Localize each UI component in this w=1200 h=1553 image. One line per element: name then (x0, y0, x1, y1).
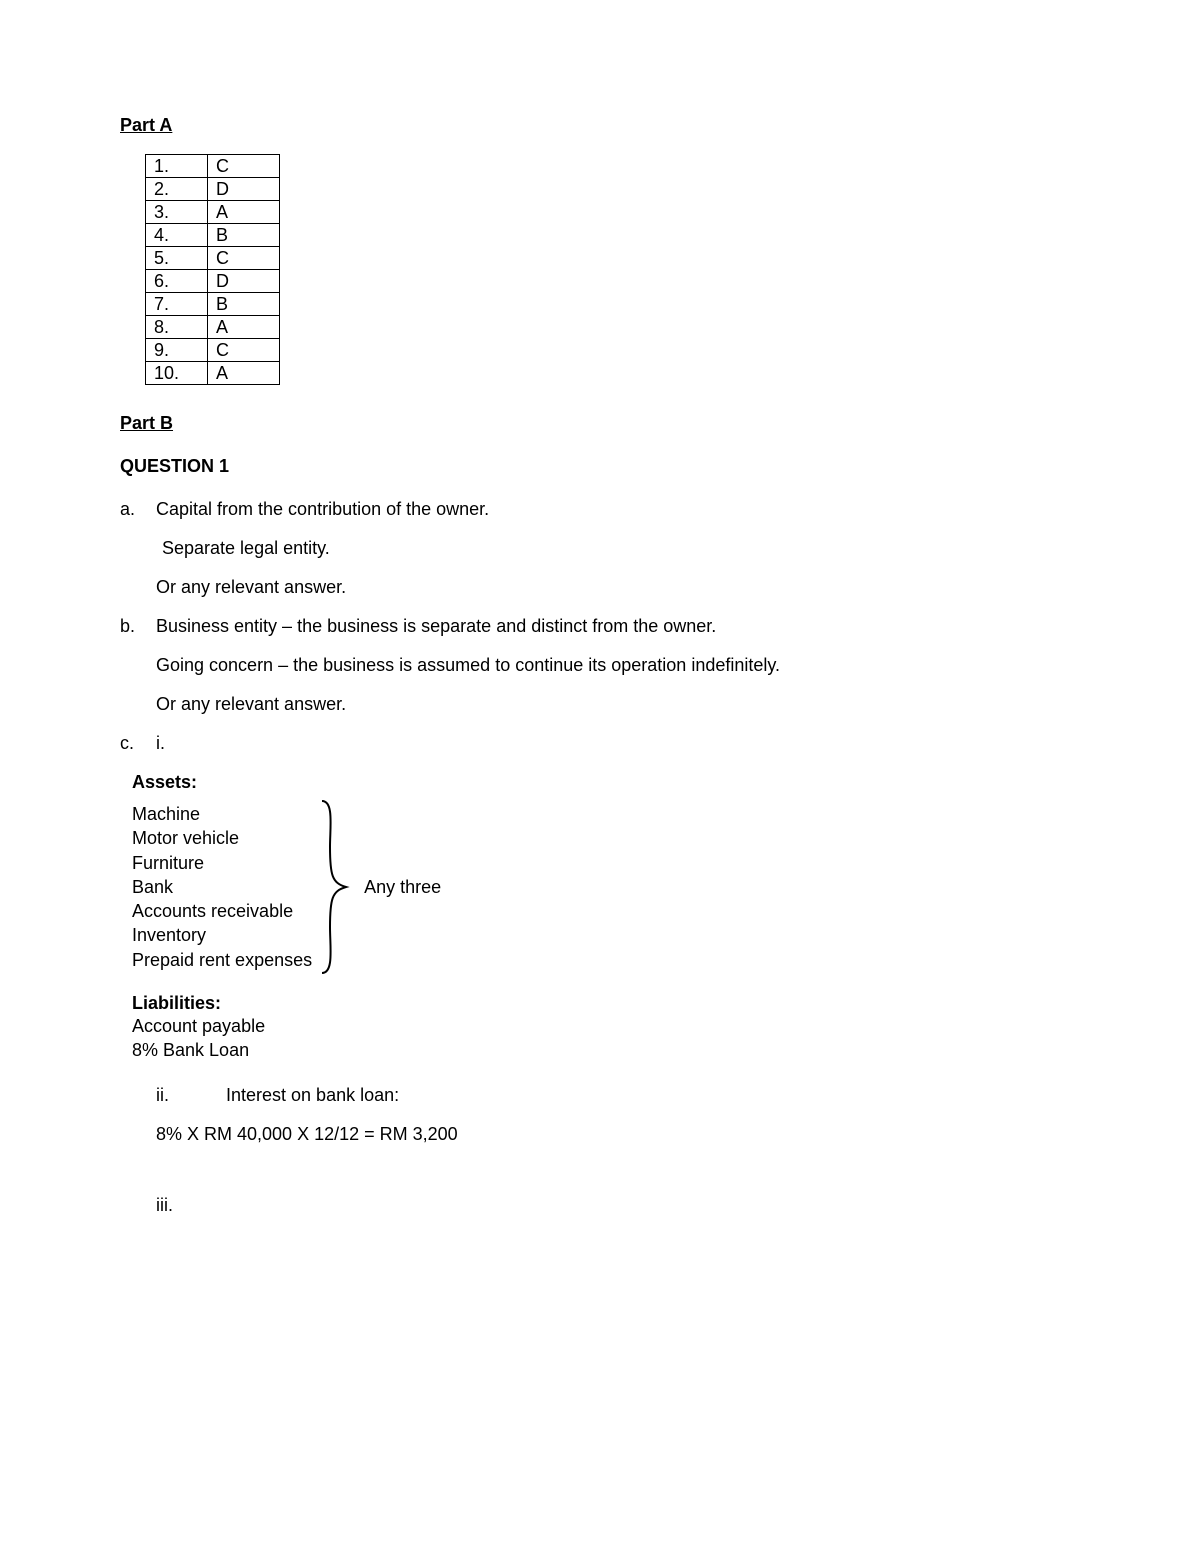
asset-item: Furniture (132, 851, 312, 875)
item-b-text: Business entity – the business is separa… (156, 616, 1080, 637)
row-num: 7. (146, 293, 208, 316)
row-num: 5. (146, 247, 208, 270)
row-ans: C (208, 339, 280, 362)
item-c-iii: iii. (156, 1195, 1080, 1216)
item-b-line3: Or any relevant answer. (156, 694, 1080, 715)
table-row: 5.C (146, 247, 280, 270)
asset-item: Prepaid rent expenses (132, 948, 312, 972)
table-row: 1.C (146, 155, 280, 178)
item-a-label: a. (120, 499, 156, 520)
any-three-label: Any three (364, 877, 441, 898)
part-a-table-body: 1.C 2.D 3.A 4.B 5.C 6.D 7.B 8.A 9.C 10.A (146, 155, 280, 385)
row-ans: A (208, 362, 280, 385)
row-num: 3. (146, 201, 208, 224)
row-num: 1. (146, 155, 208, 178)
part-a-answer-table: 1.C 2.D 3.A 4.B 5.C 6.D 7.B 8.A 9.C 10.A (145, 154, 280, 385)
part-a-heading: Part A (120, 115, 1080, 136)
item-c-ii-label: ii. (156, 1085, 226, 1106)
document-page: Part A 1.C 2.D 3.A 4.B 5.C 6.D 7.B 8.A 9… (0, 0, 1200, 1553)
interest-calculation: 8% X RM 40,000 X 12/12 = RM 3,200 (156, 1124, 1080, 1145)
row-ans: A (208, 201, 280, 224)
item-c-iii-label: iii. (156, 1195, 226, 1216)
assets-list: Machine Motor vehicle Furniture Bank Acc… (132, 802, 312, 972)
table-row: 9.C (146, 339, 280, 362)
item-c-label: c. (120, 733, 156, 754)
row-ans: B (208, 224, 280, 247)
row-num: 6. (146, 270, 208, 293)
item-a-text: Capital from the contribution of the own… (156, 499, 1080, 520)
row-ans: D (208, 178, 280, 201)
asset-item: Machine (132, 802, 312, 826)
table-row: 2.D (146, 178, 280, 201)
item-b: b. Business entity – the business is sep… (120, 616, 1080, 637)
row-ans: C (208, 247, 280, 270)
item-c: c. i. (120, 733, 1080, 754)
item-a: a. Capital from the contribution of the … (120, 499, 1080, 520)
row-num: 9. (146, 339, 208, 362)
curly-brace-icon (316, 797, 350, 977)
row-num: 8. (146, 316, 208, 339)
asset-item: Bank (132, 875, 312, 899)
item-b-label: b. (120, 616, 156, 637)
row-ans: A (208, 316, 280, 339)
item-a-line2: Separate legal entity. (162, 538, 1080, 559)
table-row: 6.D (146, 270, 280, 293)
table-row: 7.B (146, 293, 280, 316)
liabilities-list: Account payable 8% Bank Loan (132, 1014, 1080, 1063)
row-ans: C (208, 155, 280, 178)
item-b-line2: Going concern – the business is assumed … (156, 655, 1080, 676)
item-a-line3: Or any relevant answer. (156, 577, 1080, 598)
table-row: 10.A (146, 362, 280, 385)
asset-item: Accounts receivable (132, 899, 312, 923)
asset-item: Motor vehicle (132, 826, 312, 850)
row-ans: B (208, 293, 280, 316)
row-ans: D (208, 270, 280, 293)
row-num: 10. (146, 362, 208, 385)
liabilities-heading: Liabilities: (132, 993, 1080, 1014)
table-row: 3.A (146, 201, 280, 224)
question-1-heading: QUESTION 1 (120, 456, 1080, 477)
assets-heading: Assets: (132, 772, 1080, 793)
table-row: 4.B (146, 224, 280, 247)
row-num: 2. (146, 178, 208, 201)
item-c-i-label: i. (156, 733, 1080, 754)
liability-item: Account payable (132, 1014, 1080, 1038)
item-c-ii-text: Interest on bank loan: (226, 1085, 399, 1106)
liabilities-block: Liabilities: Account payable 8% Bank Loa… (132, 993, 1080, 1063)
table-row: 8.A (146, 316, 280, 339)
item-c-ii: ii. Interest on bank loan: (156, 1085, 1080, 1106)
asset-item: Inventory (132, 923, 312, 947)
row-num: 4. (146, 224, 208, 247)
liability-item: 8% Bank Loan (132, 1038, 1080, 1062)
assets-block: Assets: Machine Motor vehicle Furniture … (132, 772, 1080, 977)
part-b-heading: Part B (120, 413, 1080, 434)
assets-row: Machine Motor vehicle Furniture Bank Acc… (132, 797, 1080, 977)
